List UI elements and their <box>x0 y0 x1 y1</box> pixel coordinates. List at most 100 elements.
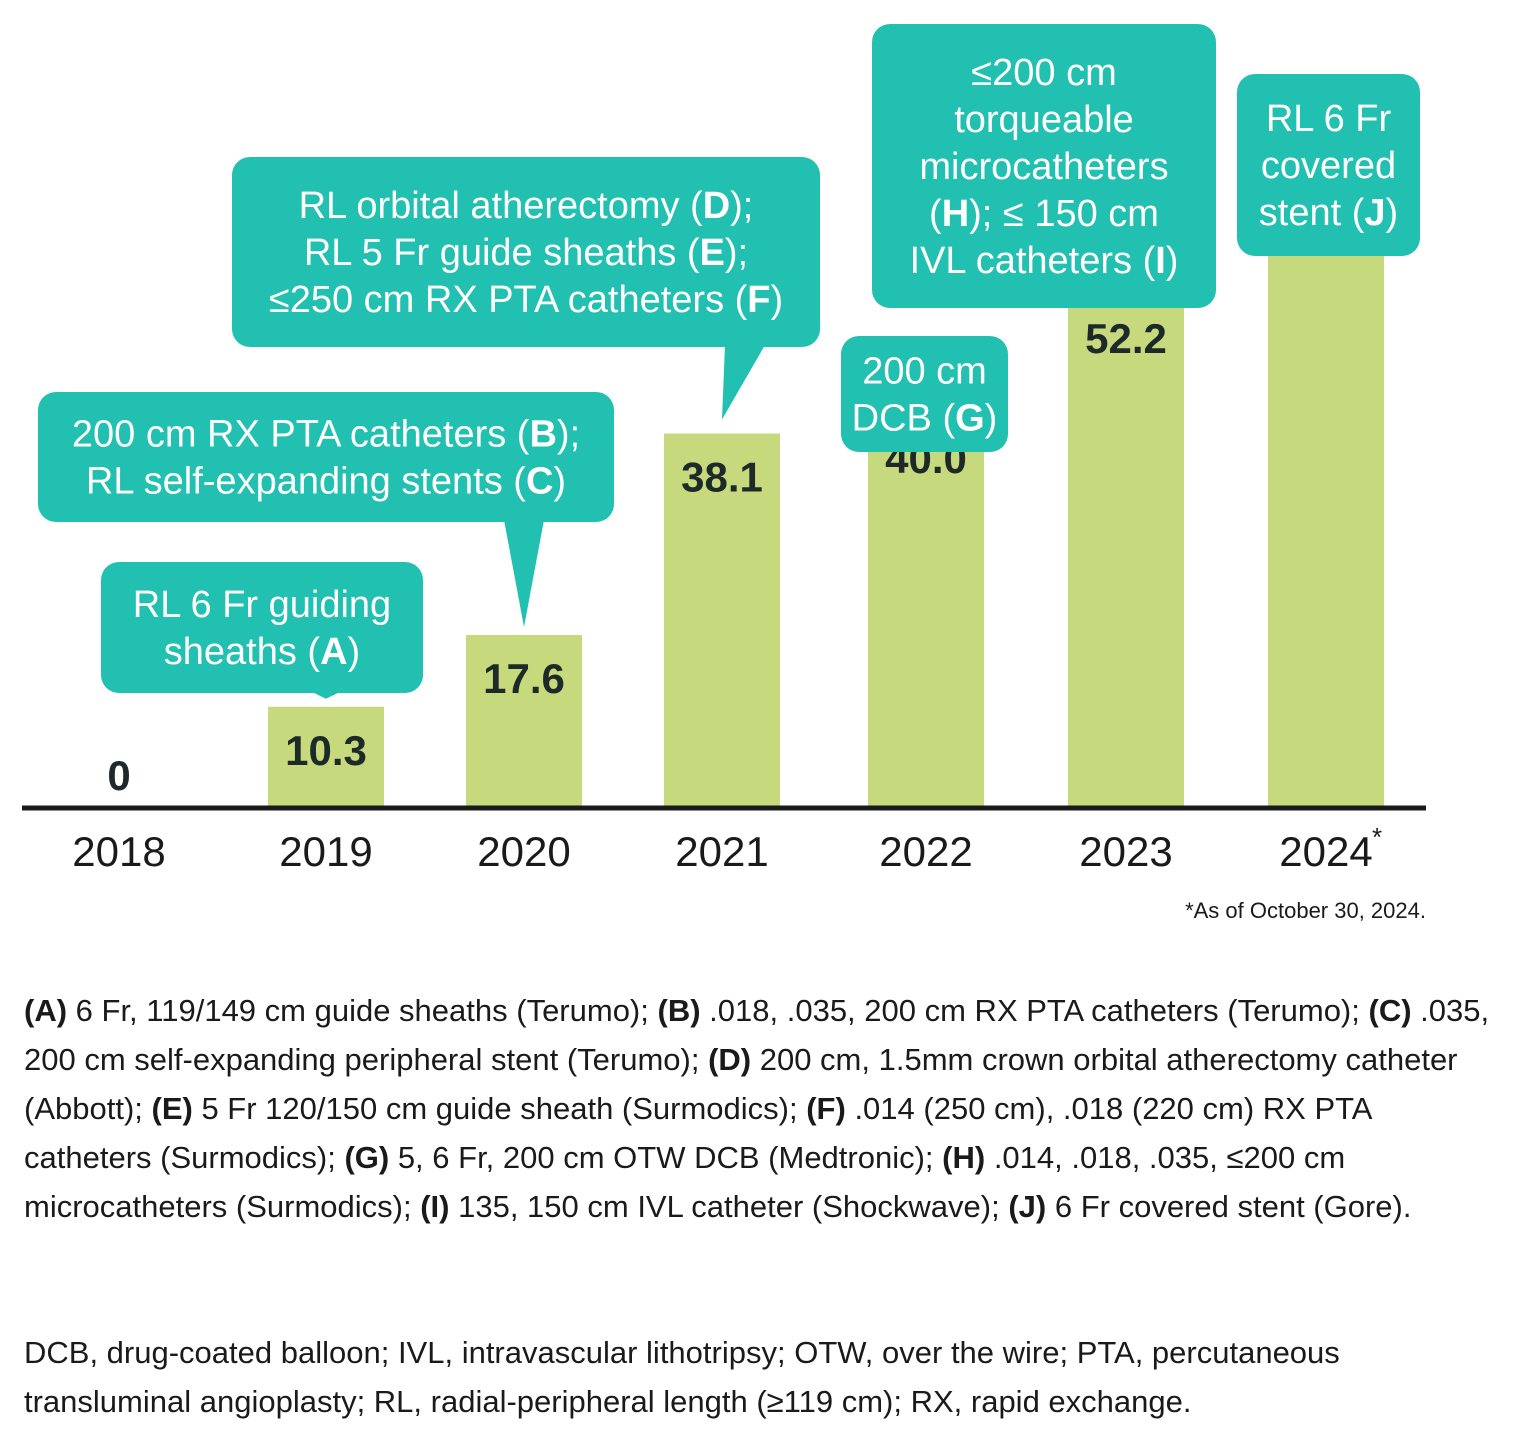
callout-pointer-2021 <box>722 345 765 420</box>
callout-line: 200 cm RX PTA catheters (B); <box>72 414 580 456</box>
callout-line: RL orbital atherectomy (D); <box>299 185 754 227</box>
callout-line: RL 6 Fr guiding <box>133 584 391 626</box>
callout-line: RL 6 Fr <box>1266 98 1392 140</box>
callout-line: ≤250 cm RX PTA catheters (F) <box>269 279 783 321</box>
callout-text-segment: stent ( <box>1259 192 1365 234</box>
callout-pointer-2023 <box>1110 286 1142 306</box>
callout-key-letter: H <box>942 193 969 235</box>
callout-text-segment: ) <box>348 631 361 673</box>
legend-key: (F) <box>806 1091 846 1126</box>
year-label-2024: 2024 <box>1279 828 1372 875</box>
callout-pointer-2024 <box>1310 177 1342 254</box>
callout-box-2022 <box>841 336 1008 452</box>
callout-line: stent (J) <box>1259 192 1398 234</box>
value-label-2021: 38.1 <box>681 454 763 501</box>
legend-description: 200 cm, 1.5mm crown orbital atherectomy … <box>24 1042 1458 1126</box>
bar-2022 <box>868 414 984 808</box>
callout-2021: RL orbital atherectomy (D);RL 5 Fr guide… <box>232 157 820 420</box>
bar-2021 <box>664 433 780 808</box>
callout-text-segment: ) <box>985 398 998 440</box>
bar-2023 <box>1068 294 1184 808</box>
callout-text-segment: ) <box>1386 192 1399 234</box>
callout-line: DCB (G) <box>852 398 998 440</box>
callout-key-letter: B <box>529 414 556 456</box>
callout-key-letter: A <box>320 631 347 673</box>
legend-description: 5, 6 Fr, 200 cm OTW DCB (Medtronic); <box>389 1140 943 1175</box>
callout-pointer-2022 <box>910 406 942 450</box>
year-label-2022: 2022 <box>879 828 972 875</box>
legend-description: 6 Fr covered stent (Gore). <box>1046 1189 1412 1224</box>
year-label-2020: 2020 <box>477 828 570 875</box>
callout-2023: ≤200 cm torqueable microcatheters (H); ≤ 15… <box>872 24 1216 308</box>
callout-2020: 200 cm RX PTA catheters (B); RL self-expa… <box>38 392 614 628</box>
callout-key-letter: C <box>526 461 553 503</box>
callout-2024: RL 6 Fr covered stent (J) <box>1237 74 1420 256</box>
callout-text-segment: ); <box>557 414 580 456</box>
callout-text-segment: covered <box>1261 145 1396 187</box>
legend-key: (H) <box>942 1140 986 1175</box>
value-label-2023: 52.2 <box>1085 315 1167 362</box>
callout-text-segment: 200 cm <box>862 351 987 393</box>
callout-text-segment: RL 5 Fr guide sheaths ( <box>304 232 700 274</box>
legend-description: .014, .018, .035, ≤200 cm microcatheters… <box>24 1140 1346 1224</box>
legend-key: (G) <box>344 1140 390 1175</box>
callout-key-letter: G <box>955 398 985 440</box>
legend-key: (A) <box>24 993 68 1028</box>
callout-text-segment: ≤200 cm <box>971 52 1116 94</box>
callout-line: microcatheters <box>919 146 1168 188</box>
callout-key-letter: F <box>747 279 770 321</box>
legend-key: (D) <box>708 1042 752 1077</box>
year-label-2023: 2023 <box>1079 828 1172 875</box>
bar-chart: 010.317.638.140.052.263.3201820192020202… <box>22 24 1426 875</box>
callout-key-letter: I <box>1155 240 1166 282</box>
callout-line: RL 5 Fr guide sheaths (E); <box>304 232 748 274</box>
callout-text-segment: IVL catheters ( <box>910 240 1156 282</box>
callout-box-2021 <box>232 157 820 347</box>
callout-text-segment: sheaths ( <box>164 631 321 673</box>
callout-text-segment: ) <box>771 279 784 321</box>
callout-box-2024 <box>1237 74 1420 256</box>
callout-key-letter: J <box>1364 192 1385 234</box>
callout-text-segment: ≤250 cm RX PTA catheters ( <box>269 279 748 321</box>
callout-line: 200 cm <box>862 351 987 393</box>
legend-description: .014 (250 cm), .018 (220 cm) RX PTA cath… <box>24 1091 1371 1175</box>
callout-key-letter: E <box>700 232 725 274</box>
callout-text-segment: ) <box>553 461 566 503</box>
callout-box-2020 <box>38 392 614 522</box>
callout-line: IVL catheters (I) <box>910 240 1179 282</box>
legend-key: (B) <box>657 993 701 1028</box>
device-legend-text: (A) 6 Fr, 119/149 cm guide sheaths (Teru… <box>24 986 1504 1231</box>
legend-key: (C) <box>1368 993 1412 1028</box>
legend-description: 135, 150 cm IVL catheter (Shockwave); <box>449 1189 1009 1224</box>
callout-line: torqueable <box>954 99 1134 141</box>
callout-text-segment: microcatheters <box>919 146 1168 188</box>
legend-description: 6 Fr, 119/149 cm guide sheaths (Terumo); <box>67 993 658 1028</box>
callout-key-letter: D <box>703 185 730 227</box>
callout-text-segment: torqueable <box>954 99 1134 141</box>
bar-2020 <box>466 635 582 808</box>
callout-text-segment: RL self-expanding stents ( <box>86 461 526 503</box>
value-label-2019: 10.3 <box>285 727 367 774</box>
year-label-2021: 2021 <box>675 828 768 875</box>
callout-text-segment: ) <box>1166 240 1179 282</box>
callout-text-segment: 200 cm RX PTA catheters ( <box>72 414 530 456</box>
legend-description: .035, 200 cm self-expanding peripheral s… <box>24 993 1490 1077</box>
callout-text-segment: RL 6 Fr <box>1266 98 1392 140</box>
callout-text-segment: RL orbital atherectomy ( <box>299 185 703 227</box>
callout-text-segment: ); ≤ 150 cm <box>969 193 1159 235</box>
bar-2024 <box>1268 185 1384 808</box>
year-label-2018: 2018 <box>72 828 165 875</box>
footnote: *As of October 30, 2024. <box>1185 898 1426 923</box>
legend-description: .018, .035, 200 cm RX PTA catheters (Ter… <box>700 993 1369 1028</box>
callout-box-2023 <box>872 24 1216 308</box>
callout-pointer-2020 <box>504 520 544 628</box>
callout-line: RL self-expanding stents (C) <box>86 461 566 503</box>
legend-key: (I) <box>420 1189 450 1224</box>
abbreviations: DCB, drug-coated balloon; IVL, intravasc… <box>24 1335 1340 1419</box>
year-suffix-2024: * <box>1372 822 1382 852</box>
callout-text-segment: ); <box>725 232 748 274</box>
callout-line: covered <box>1261 145 1396 187</box>
callout-text-segment: DCB ( <box>852 398 956 440</box>
value-label-2018: 0 <box>107 752 130 799</box>
legend-key: (E) <box>151 1091 193 1126</box>
